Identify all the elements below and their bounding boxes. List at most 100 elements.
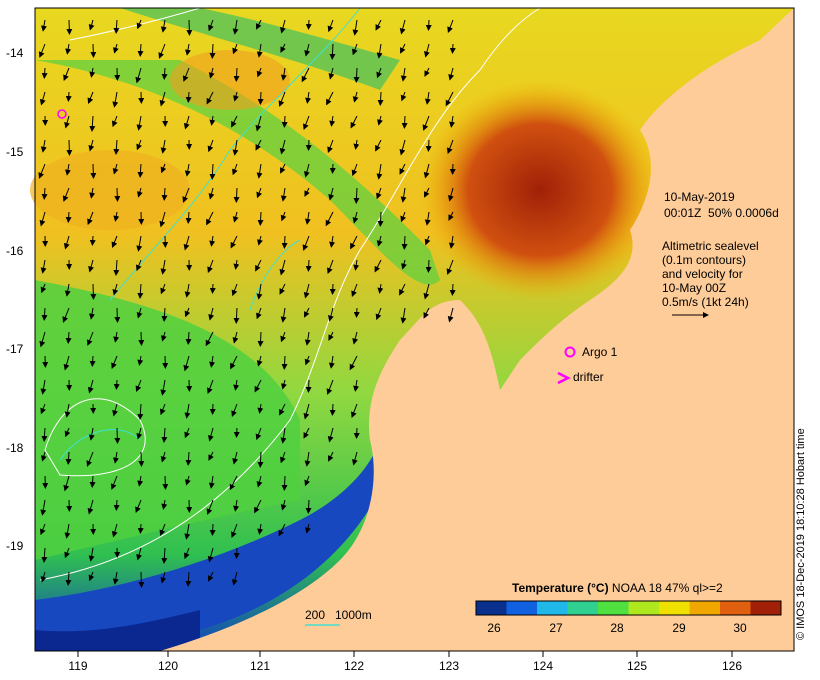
- cold-coastal-water: [35, 610, 200, 651]
- velocity-arrow: [160, 283, 166, 295]
- velocity-arrow: [88, 259, 94, 273]
- colorbar-segment: [750, 601, 782, 615]
- velocity-arrow: [158, 43, 166, 59]
- velocity-arrow: [232, 331, 239, 344]
- velocity-arrow: [40, 259, 47, 274]
- velocity-arrow: [41, 547, 48, 563]
- velocity-arrow: [425, 259, 432, 273]
- velocity-arrow: [278, 523, 286, 537]
- velocity-arrow: [231, 403, 238, 418]
- velocity-arrow: [352, 331, 359, 345]
- colorbar-title: Temperature (°C) NOAA 18 47% ql>=2: [512, 581, 723, 595]
- colorbar-title-main: Temperature (°C): [512, 581, 609, 595]
- colorbar-segment: [598, 601, 629, 615]
- depth-contour-200: [249, 239, 301, 311]
- velocity-arrow: [376, 43, 383, 59]
- drifter-legend-label: drifter: [573, 370, 604, 384]
- velocity-arrow: [422, 115, 430, 131]
- velocity-arrow: [63, 67, 70, 82]
- velocity-arrow: [186, 19, 193, 36]
- lon-tick-label: 125: [627, 659, 647, 673]
- velocity-arrow: [304, 451, 311, 467]
- velocity-arrow: [206, 211, 214, 226]
- velocity-arrow: [229, 475, 238, 491]
- velocity-arrow: [302, 115, 310, 131]
- velocity-arrow: [113, 139, 120, 155]
- velocity-arrow: [281, 235, 288, 249]
- velocity-arrow: [280, 499, 287, 511]
- velocity-arrow: [135, 379, 142, 393]
- velocity-arrow: [183, 235, 190, 251]
- velocity-arrow: [399, 139, 406, 156]
- velocity-arrow: [257, 91, 264, 105]
- velocity-arrow: [112, 91, 119, 108]
- velocity-arrow: [232, 19, 239, 35]
- velocity-arrow: [376, 235, 383, 247]
- velocity-arrow: [40, 451, 47, 462]
- velocity-arrow: [303, 283, 310, 299]
- velocity-arrow: [279, 403, 286, 416]
- velocity-arrow: [280, 67, 287, 81]
- velocity-arrow: [305, 259, 312, 272]
- velocity-arrow: [160, 571, 167, 584]
- velocity-arrow: [400, 43, 406, 54]
- velocity-arrow: [137, 163, 144, 178]
- velocity-arrow: [87, 379, 94, 394]
- velocity-arrow: [257, 451, 264, 468]
- velocity-arrow: [233, 427, 240, 438]
- velocity-arrow: [160, 259, 167, 275]
- velocity-arrow: [65, 43, 72, 55]
- velocity-arrow: [400, 91, 407, 102]
- velocity-arrow: [209, 163, 216, 180]
- velocity-arrow: [136, 139, 142, 151]
- velocity-arrow: [137, 355, 144, 366]
- velocity-arrow: [161, 547, 168, 564]
- velocity-arrow: [137, 403, 144, 420]
- velocity-arrow: [350, 403, 358, 419]
- velocity-arrow: [89, 67, 96, 78]
- velocity-arrow: [183, 355, 190, 372]
- velocity-arrow: [87, 211, 94, 226]
- velocity-arrow: [232, 163, 238, 176]
- velocity-arrow: [401, 115, 408, 129]
- velocity-arrow: [159, 523, 166, 537]
- velocity-arrow: [280, 211, 287, 222]
- velocity-arrow: [185, 451, 192, 466]
- velocity-arrow: [160, 163, 167, 174]
- velocity-arrow: [39, 211, 46, 227]
- velocity-arrow: [329, 235, 336, 248]
- velocity-arrow: [88, 139, 95, 152]
- velocity-arrow: [138, 451, 145, 467]
- velocity-arrow: [185, 571, 192, 587]
- velocity-arrow: [185, 91, 192, 103]
- velocity-arrow: [159, 211, 166, 228]
- velocity-arrow: [305, 379, 312, 393]
- velocity-arrow: [305, 499, 312, 514]
- velocity-arrow: [162, 475, 169, 490]
- velocity-arrow: [112, 283, 119, 296]
- velocity-arrow: [65, 571, 72, 586]
- argo-legend-icon: [564, 346, 576, 358]
- velocity-arrow: [304, 307, 310, 318]
- velocity-arrow: [208, 427, 214, 442]
- velocity-arrow: [328, 355, 335, 369]
- lat-tick-label: -14: [6, 46, 24, 60]
- velocity-arrow: [233, 307, 240, 324]
- velocity-arrow: [325, 211, 334, 227]
- velocity-arrow: [377, 211, 384, 227]
- velocity-arrow: [160, 19, 167, 33]
- credit-text: © IMOS 18-Dec-2019 18:10:28 Hobart time: [795, 428, 807, 640]
- velocity-arrow: [279, 139, 286, 155]
- velocity-arrow: [161, 187, 168, 201]
- velocity-arrow: [137, 283, 144, 299]
- velocity-arrow: [375, 139, 382, 152]
- velocity-arrow: [353, 307, 360, 318]
- velocity-arrow: [232, 43, 239, 55]
- altimetric-line: and velocity for: [662, 267, 743, 281]
- velocity-arrow: [329, 163, 336, 174]
- velocity-arrow: [377, 91, 384, 106]
- velocity-arrow: [206, 91, 214, 105]
- velocity-arrow: [328, 307, 334, 322]
- velocity-arrow: [256, 67, 263, 78]
- velocity-arrow: [328, 451, 334, 462]
